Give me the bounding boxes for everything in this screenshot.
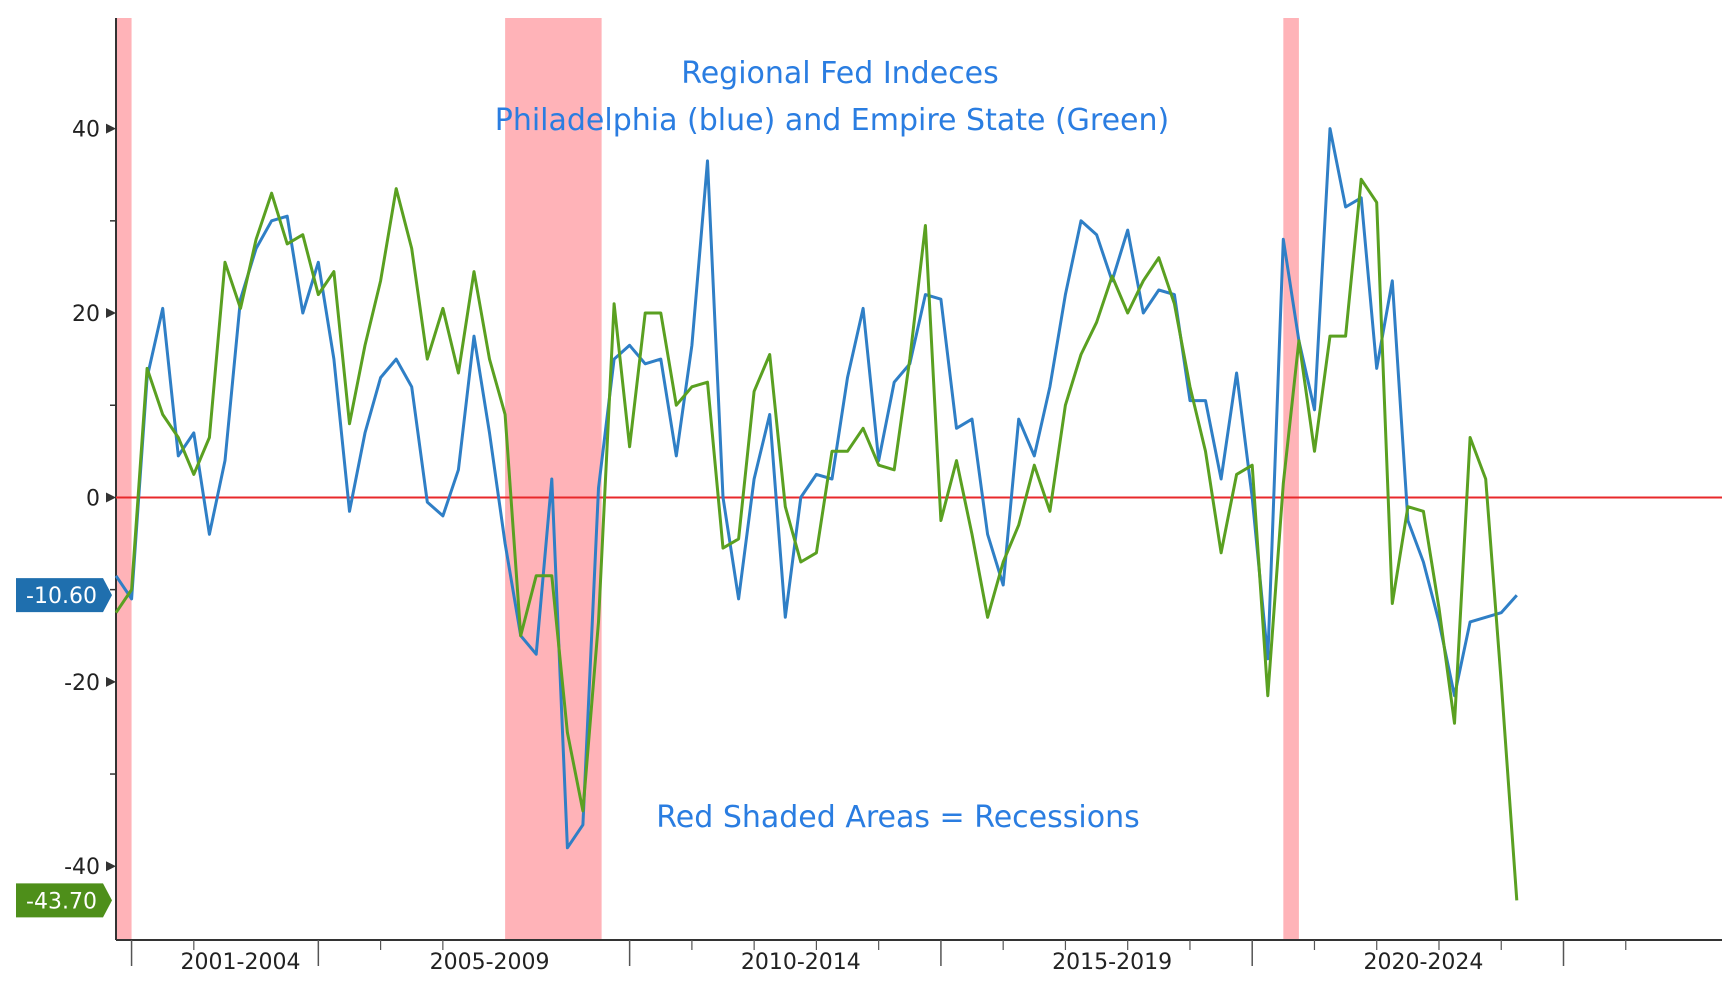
recession-annotation: Red Shaded Areas = Recessions <box>656 800 1139 835</box>
recession-band-3 <box>1283 18 1299 940</box>
y-tick-mark <box>106 123 116 134</box>
series-lines <box>114 127 1519 901</box>
series-line-empire-state <box>114 177 1519 901</box>
y-tick-mark <box>106 676 116 687</box>
last-value-badge-label: -43.70 <box>26 889 97 914</box>
y-tick-label: -20 <box>64 671 100 696</box>
x-tick-label: 2010-2014 <box>741 950 861 975</box>
y-tick-label: 40 <box>72 118 100 143</box>
y-tick-label: 20 <box>72 302 100 327</box>
y-tick-mark <box>106 492 116 503</box>
last-value-badge <box>16 578 112 613</box>
last-value-badges: -10.60 -43.70 <box>16 578 112 918</box>
y-axis-ticks: 40 20 0 -20 -40 <box>64 118 116 880</box>
chart-title: Regional Fed Indeces <box>681 56 999 91</box>
recession-band-1 <box>116 18 132 940</box>
y-tick-label: -40 <box>64 855 100 880</box>
series-line-philadelphia <box>114 127 1518 850</box>
x-tick-label: 2005-2009 <box>430 950 550 975</box>
x-tick-label: 2020-2024 <box>1363 950 1483 975</box>
last-value-badge-label: -10.60 <box>26 584 97 609</box>
x-tick-label: 2001-2004 <box>181 950 301 975</box>
x-tick-label: 2015-2019 <box>1052 950 1172 975</box>
y-tick-mark <box>106 861 116 872</box>
chart-subtitle: Philadelphia (blue) and Empire State (Gr… <box>495 103 1170 138</box>
y-tick-mark <box>106 308 116 319</box>
recession-band-2 <box>505 18 602 940</box>
x-axis-ticks: 2001-2004 2005-2009 2010-2014 2015-2019 2020… <box>130 940 1627 975</box>
axes <box>115 18 1722 941</box>
y-tick-label: 0 <box>86 486 100 511</box>
last-value-badge <box>16 883 112 918</box>
